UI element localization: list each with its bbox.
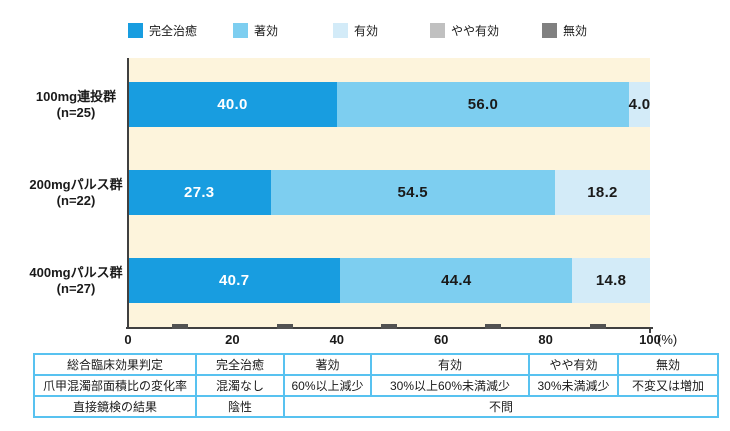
- table-row: 直接鏡検の結果 陰性 不問: [33, 395, 719, 418]
- bar-row: 40.7 44.4 14.8: [128, 258, 650, 303]
- table-cell: 完全治癒: [195, 353, 285, 376]
- table-cell: 直接鏡検の結果: [33, 395, 197, 418]
- bar-segment: 44.4: [340, 258, 573, 303]
- bar-value-label: 40.0: [217, 96, 248, 113]
- x-tick-label: 80: [538, 332, 553, 347]
- bar-segment: 27.3: [128, 170, 271, 215]
- table-cell: 総合臨床効果判定: [33, 353, 197, 376]
- table-cell: 30%未満減少: [528, 374, 619, 397]
- criteria-table: 総合臨床効果判定 完全治癒 著効 有効 やや有効 無効 爪甲混濁部面積比の変化率 混濁なし 60…: [33, 353, 719, 418]
- legend-label: 完全治癒: [149, 23, 198, 38]
- bar-segment: 14.8: [572, 258, 650, 303]
- table-cell: やや有効: [528, 353, 619, 376]
- category-sublabel: (n=25): [56, 104, 96, 120]
- bar-segment: 4.0: [629, 82, 650, 127]
- table-cell: 爪甲混濁部面積比の変化率: [33, 374, 197, 397]
- legend-swatch-icon: [430, 22, 445, 38]
- bar-value-label: 18.2: [587, 184, 618, 201]
- bar-value-label: 54.5: [397, 184, 428, 201]
- plot-area: 40.0 56.0 4.0 27.3 54.5 18.2 40.7 44.4 14.8: [128, 58, 650, 327]
- legend-item: 無効: [542, 22, 587, 38]
- x-axis-unit-label: (%): [657, 332, 678, 347]
- table-cell: 60%以上減少: [283, 374, 372, 397]
- table-row: 爪甲混濁部面積比の変化率 混濁なし 60%以上減少 30%以上60%未満減少 30%未満…: [33, 374, 719, 397]
- bar-segment: 18.2: [554, 170, 650, 215]
- category-label-block: 200mgパルス群 (n=22): [20, 177, 132, 209]
- table-cell: 混濁なし: [195, 374, 285, 397]
- table-cell: 著効: [283, 353, 372, 376]
- table-cell: 無効: [617, 353, 719, 376]
- bar-value-label: 4.0: [628, 96, 651, 113]
- bar-row: 27.3 54.5 18.2: [128, 170, 650, 215]
- bar-value-label: 56.0: [467, 96, 499, 113]
- bar-value-label: 14.8: [595, 272, 627, 289]
- y-axis-line: [127, 58, 129, 329]
- legend-label: 無効: [563, 23, 588, 38]
- x-minor-tick: [381, 324, 397, 329]
- category-label: 400mgパルス群: [29, 264, 123, 280]
- category-label-block: 100mg連投群 (n=25): [20, 89, 132, 121]
- table-cell: 不変又は増加: [617, 374, 719, 397]
- x-tick-label: 40: [329, 332, 345, 347]
- legend-item: やや有効: [430, 22, 499, 38]
- legend-label: やや有効: [451, 23, 500, 38]
- x-tick-label: 0: [124, 332, 132, 347]
- x-minor-tick: [172, 324, 189, 329]
- x-tick-label: 20: [225, 332, 240, 347]
- x-minor-tick: [485, 324, 502, 329]
- bar-value-label: 44.4: [441, 272, 472, 289]
- legend-item: 完全治癒: [128, 22, 197, 38]
- x-axis-end-tick: [649, 327, 651, 333]
- table-row: 総合臨床効果判定 完全治癒 著効 有効 やや有効 無効: [33, 353, 719, 376]
- bar-segment: 56.0: [336, 82, 630, 127]
- table-cell: 陰性: [195, 395, 285, 418]
- x-minor-tick: [276, 324, 293, 329]
- category-label: 200mgパルス群: [29, 176, 123, 192]
- bar-row: 40.0 56.0 4.0: [128, 82, 650, 127]
- category-label: 100mg連投群: [35, 88, 117, 104]
- bar-value-label: 40.7: [219, 272, 250, 289]
- legend-label: 有効: [354, 23, 379, 38]
- table-cell: 30%以上60%未満減少: [370, 374, 530, 397]
- category-sublabel: (n=27): [56, 280, 96, 296]
- legend-swatch-icon: [128, 22, 143, 38]
- legend-item: 有効: [333, 22, 378, 38]
- x-minor-tick: [589, 324, 606, 329]
- x-tick-label: 100: [639, 332, 661, 347]
- table-cell: 不問: [283, 395, 719, 418]
- legend-swatch-icon: [542, 22, 557, 38]
- legend-label: 著効: [254, 23, 279, 38]
- bar-value-label: 27.3: [184, 184, 215, 201]
- legend-swatch-icon: [233, 22, 248, 38]
- legend-item: 著効: [233, 22, 278, 38]
- x-tick-label: 60: [433, 332, 449, 347]
- bar-segment: 40.7: [128, 258, 341, 303]
- bar-segment: 54.5: [270, 170, 555, 215]
- bar-segment: 40.0: [128, 82, 337, 127]
- legend-swatch-icon: [333, 22, 348, 38]
- category-label-block: 400mgパルス群 (n=27): [20, 265, 132, 297]
- category-sublabel: (n=22): [56, 192, 96, 208]
- table-cell: 有効: [370, 353, 530, 376]
